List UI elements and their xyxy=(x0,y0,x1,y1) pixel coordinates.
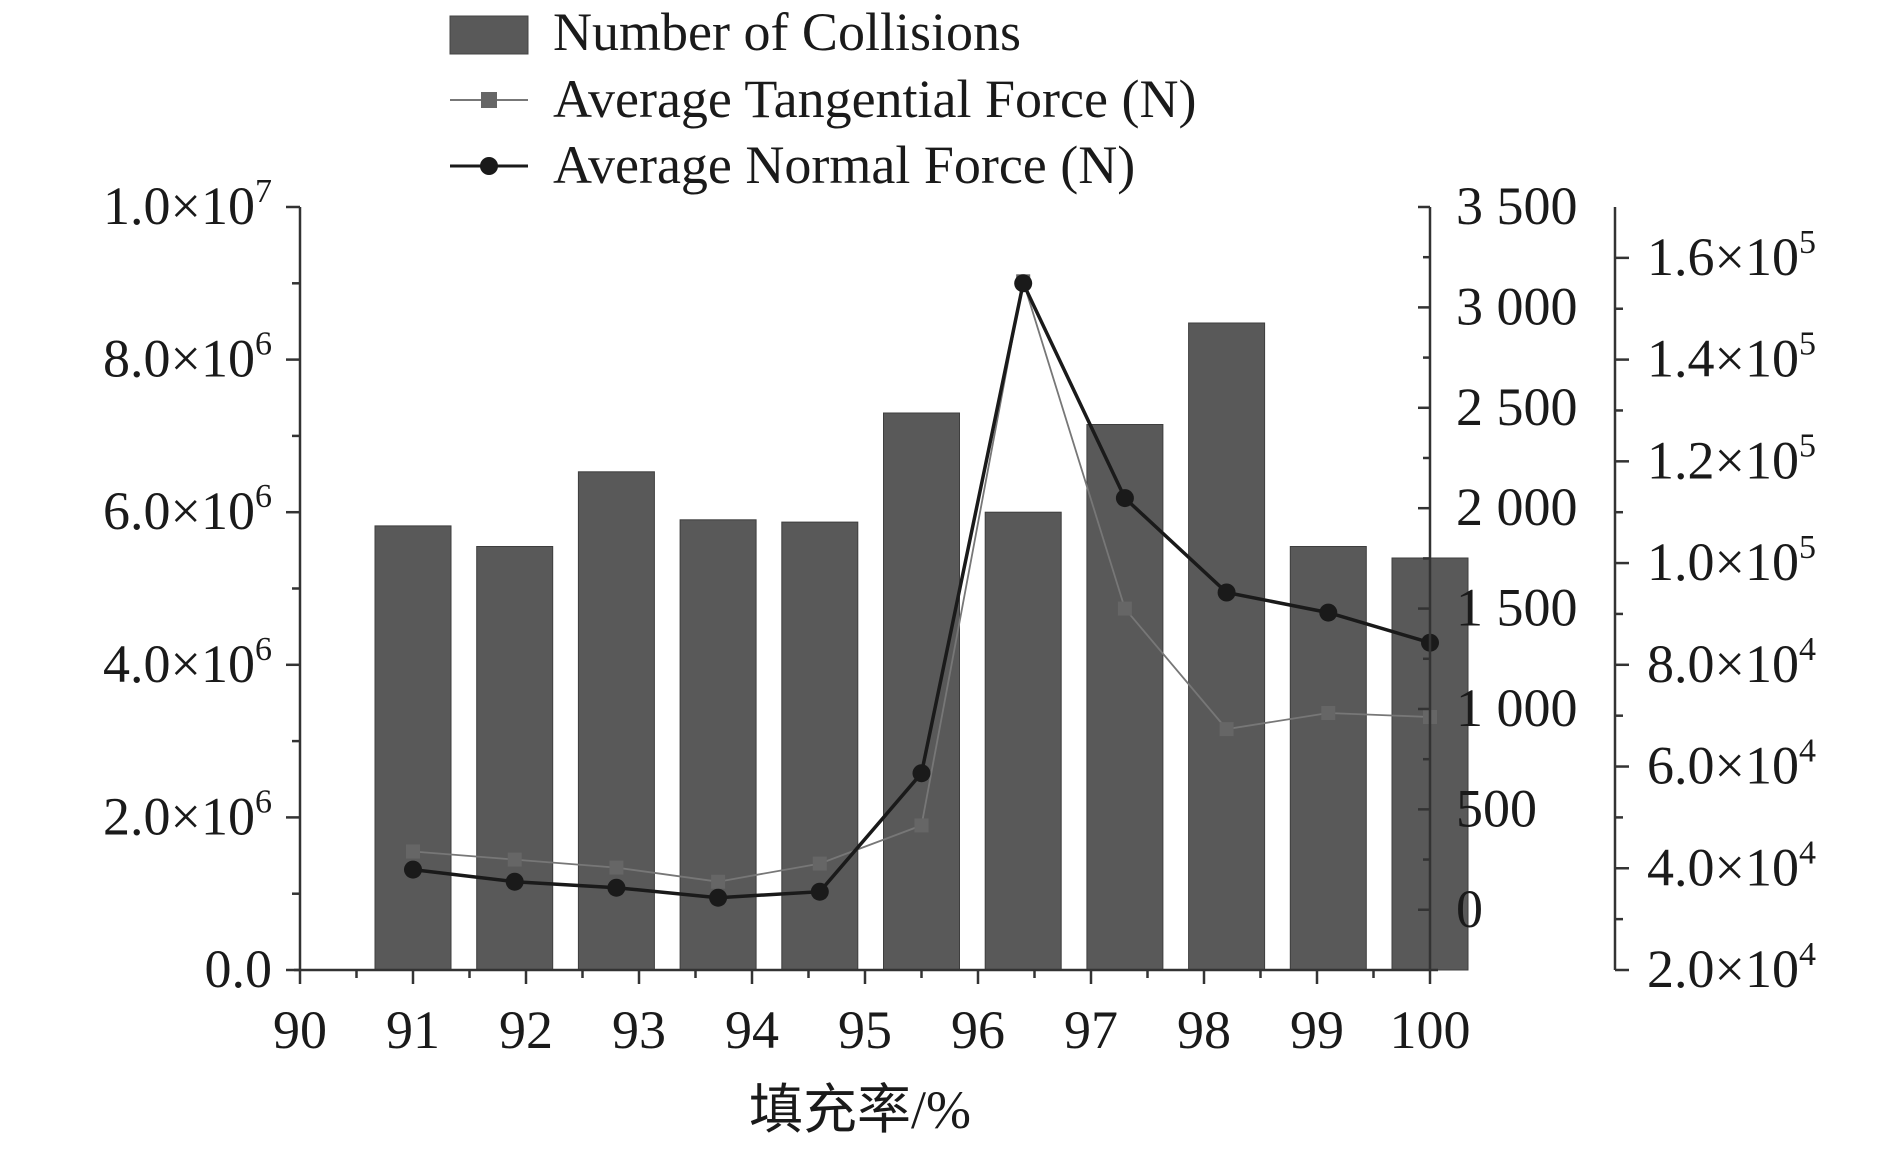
x-tick-label: 96 xyxy=(951,1000,1005,1060)
right2-y-tick-label: 4.0×104 xyxy=(1647,834,1816,897)
right2-y-tick-label: 1.6×105 xyxy=(1647,224,1816,287)
right-y-tick-label-force: 3 500 xyxy=(1456,176,1578,236)
legend-label-collisions: Number of Collisions xyxy=(553,2,1021,62)
point-tangential-force xyxy=(1219,722,1234,737)
right-y-tick-label-force: 2 500 xyxy=(1456,377,1578,437)
legend-label-normal: Average Normal Force (N) xyxy=(553,135,1135,195)
legend-label-tangential: Average Tangential Force (N) xyxy=(553,69,1196,129)
left-y-tick-label: 2.0×106 xyxy=(103,783,272,846)
right-y-tick-label-force: 1 500 xyxy=(1456,578,1578,638)
point-tangential-force xyxy=(1321,706,1336,720)
point-normal-force xyxy=(810,882,829,901)
x-tick-label: 97 xyxy=(1064,1000,1118,1060)
right-y-tick-label-force: 1 000 xyxy=(1456,678,1578,738)
right-y-tick-label-force: 500 xyxy=(1456,778,1537,838)
left-y-tick-label: 8.0×106 xyxy=(103,326,272,389)
point-normal-force xyxy=(404,860,422,879)
point-normal-force xyxy=(709,888,728,907)
x-tick-label: 98 xyxy=(1177,1000,1231,1060)
right2-y-tick-label: 6.0×104 xyxy=(1647,733,1816,796)
point-normal-force xyxy=(1115,489,1134,508)
right-y-tick-label-force: 3 000 xyxy=(1456,276,1578,336)
x-tick-label: 90 xyxy=(273,1000,327,1060)
legend-swatch-collisions xyxy=(449,15,529,55)
right-y-tick-label-force: 0 xyxy=(1456,879,1483,939)
right2-y-tick-label: 2.0×104 xyxy=(1647,936,1816,999)
bar-collisions xyxy=(984,511,1062,971)
point-normal-force xyxy=(1319,603,1338,622)
left-y-tick-label: 6.0×106 xyxy=(103,478,272,541)
x-tick-label: 100 xyxy=(1390,1000,1471,1060)
point-tangential-force xyxy=(609,860,624,875)
x-tick-label: 92 xyxy=(499,1000,553,1060)
point-normal-force xyxy=(1217,583,1236,602)
bar-collisions xyxy=(883,412,960,971)
right2-y-tick-label: 1.4×105 xyxy=(1647,326,1816,389)
left-y-tick-label: 0.0 xyxy=(205,939,273,999)
point-normal-force xyxy=(1014,274,1033,293)
left-y-tick-label: 4.0×106 xyxy=(103,631,272,694)
x-tick-label: 93 xyxy=(612,1000,666,1060)
point-normal-force xyxy=(912,764,931,783)
x-axis-title: 填充率/% xyxy=(749,1080,971,1140)
point-tangential-force xyxy=(1117,601,1132,616)
x-tick-label: 99 xyxy=(1290,1000,1344,1060)
point-normal-force xyxy=(607,878,626,897)
bars-layer xyxy=(374,322,1469,971)
point-tangential-force xyxy=(914,818,929,833)
point-tangential-force xyxy=(507,852,522,867)
bar-collisions xyxy=(374,525,452,971)
legend-marker-tangential xyxy=(481,92,497,108)
bar-collisions xyxy=(1086,424,1164,971)
x-tick-label: 94 xyxy=(725,1000,779,1060)
right2-y-tick-label: 1.0×105 xyxy=(1647,529,1816,592)
left-y-tick-label: 1.0×107 xyxy=(103,173,272,236)
right2-y-tick-label: 8.0×104 xyxy=(1647,631,1816,694)
bar-collisions xyxy=(476,546,554,971)
x-tick-label: 91 xyxy=(386,1000,440,1060)
lines-layer xyxy=(404,274,1439,907)
point-tangential-force xyxy=(406,844,420,859)
right-y-tick-label-force: 2 000 xyxy=(1456,477,1578,537)
point-tangential-force xyxy=(812,856,827,871)
right2-y-tick-label: 1.2×105 xyxy=(1647,427,1816,490)
bar-collisions xyxy=(781,521,859,971)
axes-layer: 0.0 2.0×106 4.0×106 6.0×106 8.0×106 1.0×107 90… xyxy=(103,173,1816,1060)
bar-collisions xyxy=(1188,322,1266,971)
legend-marker-normal xyxy=(480,157,498,175)
legend: Number of Collisions Average Tangential … xyxy=(449,2,1196,195)
x-tick-label: 95 xyxy=(838,1000,892,1060)
point-normal-force xyxy=(505,872,524,891)
point-tangential-force xyxy=(711,874,726,889)
